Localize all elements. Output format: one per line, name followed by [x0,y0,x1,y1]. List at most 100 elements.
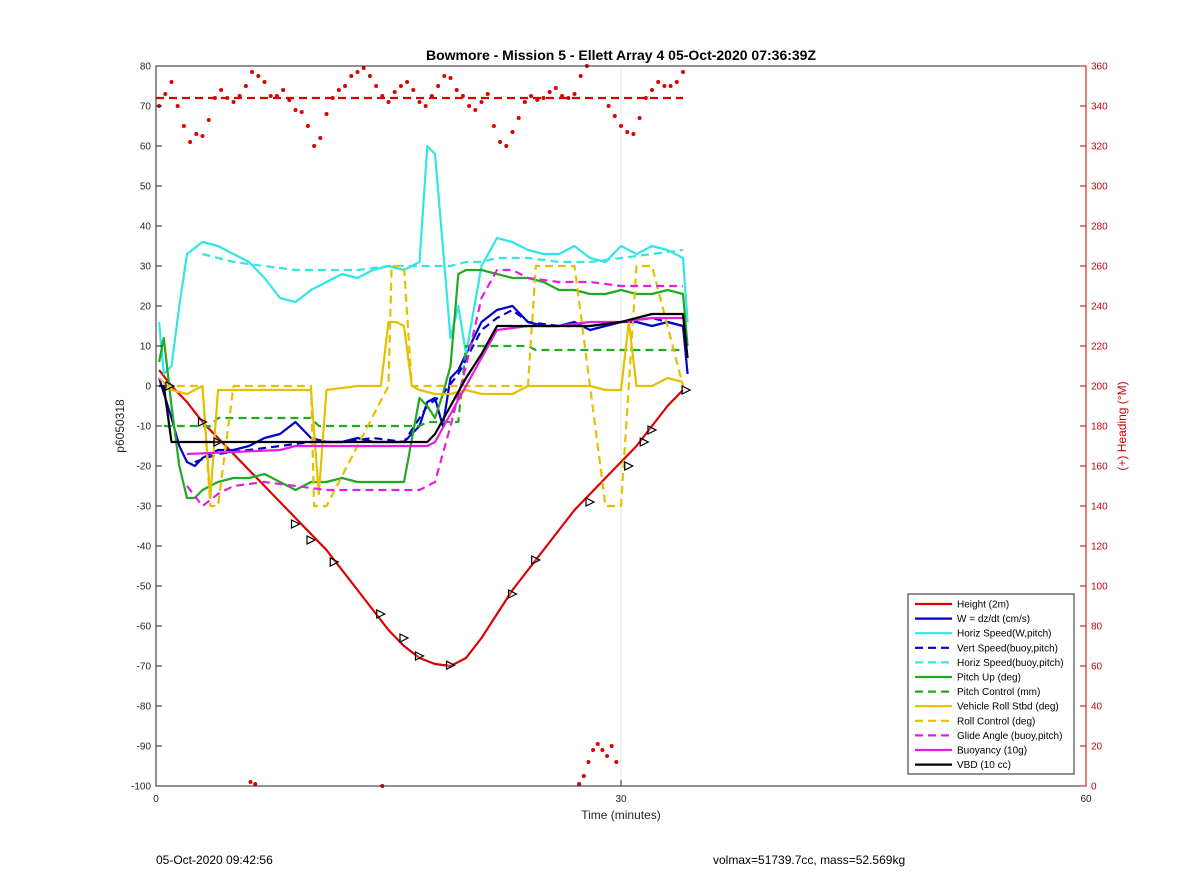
heading-point [188,140,193,144]
y-axis-label: p6050318 [113,399,127,453]
heading-point [605,754,610,758]
y2-tick-label: 40 [1091,702,1103,713]
heading-point [541,96,546,100]
heading-point [595,742,600,746]
height-marker [329,557,340,567]
heading-point [516,116,521,120]
heading-point [386,100,391,104]
series-height-2m [158,369,684,668]
y2-tick-label: 120 [1091,542,1108,553]
heading-point [609,744,614,748]
y-tick-label: 70 [140,102,152,113]
heading-point [504,144,509,148]
legend-label: Vert Speed(buoy,pitch) [957,643,1058,654]
height-marker [197,417,208,427]
y-tick-label: 50 [140,182,152,193]
legend-label: Horiz Speed(W,pitch) [957,629,1051,640]
y2-tick-label: 360 [1091,62,1108,73]
heading-point [600,748,605,752]
legend-label: Pitch Up (deg) [957,673,1021,684]
heading-point [442,74,447,78]
height-marker [165,381,176,391]
heading-point [614,760,619,764]
heading-point [250,70,255,74]
heading-point [591,748,596,752]
y-tick-label: -50 [137,582,152,593]
heading-point [498,140,503,144]
footer-timestamp: 05-Oct-2020 09:42:56 [156,853,273,867]
legend: Height (2m) W = dz/dt (cm/s) Horiz Speed(W… [907,593,1075,775]
legend-label: Vehicle Roll Stbd (deg) [957,702,1059,713]
y2-tick-label: 220 [1091,342,1108,353]
series-vehicle-roll-stbd-deg [158,320,684,500]
heading-point [175,104,180,108]
heading-point [293,108,298,112]
heading-point [473,108,478,112]
heading-point [367,74,372,78]
legend-label: Roll Control (deg) [957,716,1035,727]
y2-tick-label: 240 [1091,302,1108,313]
heading-point [324,112,329,116]
heading-point [361,66,366,70]
y2-tick-label: 280 [1091,222,1108,233]
y-tick-label: -100 [131,782,151,793]
x-tick-label: 60 [1080,794,1092,805]
heading-point [631,132,636,136]
y-tick-label: 10 [140,342,152,353]
heading-point [681,70,685,74]
heading-point [349,74,354,78]
heading-point [262,80,267,84]
heading-point [163,92,168,96]
heading-point [243,84,248,88]
series-roll-control-deg [163,264,685,508]
heading-point [181,124,186,128]
y2-tick-label: 340 [1091,102,1108,113]
height-marker [624,461,635,471]
height-marker [306,535,317,545]
heading-point [318,136,323,140]
y2-tick-label: 140 [1091,502,1108,513]
y2-tick-label: 20 [1091,742,1103,753]
heading-point [485,92,490,96]
heading-point [522,100,527,104]
heading-point [405,80,410,84]
axis-layer: 0 30 60-100-90-80-70-60-50-40-30-20-100102… [131,62,1108,806]
y-tick-label: -70 [137,662,152,673]
y-tick-label: 40 [140,222,152,233]
y-tick-label: 20 [140,302,152,313]
y-tick-label: 80 [140,62,152,73]
heading-point [268,94,273,98]
series-vbd-10-cc [159,312,689,444]
heading-point [248,780,253,784]
heading-point [581,774,586,778]
heading-point [586,760,591,764]
y-tick-label: 30 [140,262,152,273]
heading-point [467,104,472,108]
height-marker [213,437,224,447]
height-marker [531,555,542,565]
heading-point [417,100,422,104]
heading-point [637,116,642,120]
y2-tick-label: 200 [1091,382,1108,393]
heading-point [612,114,617,118]
heading-point [355,70,360,74]
heading-point [312,144,317,148]
heading-point [566,96,571,100]
heading-point [479,100,484,104]
chart-title: Bowmore - Mission 5 - Ellett Array 4 05-… [426,47,817,63]
heading-point [336,88,341,92]
series-layer [156,64,689,788]
heading-point [256,74,261,78]
legend-label: W = dz/dt (cm/s) [957,614,1030,625]
heading-point [206,118,211,122]
y-tick-label: -80 [137,702,152,713]
heading-point [578,74,583,78]
legend-label: Pitch Control (mm) [957,687,1040,698]
footer-volume-mass: volmax=51739.7cc, mass=52.569kg [713,853,906,867]
y2-tick-label: 60 [1091,662,1103,673]
heading-point [625,130,630,134]
heading-point [650,88,654,92]
heading-point [529,94,534,98]
heading-point [392,90,397,94]
series-heading-low [248,742,619,788]
